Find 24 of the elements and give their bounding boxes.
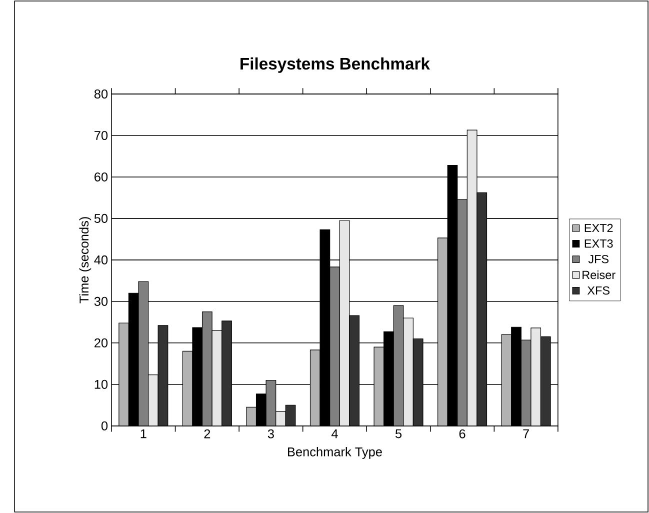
y-tick-label: 10 bbox=[94, 380, 108, 389]
y-tick-label: 80 bbox=[94, 89, 108, 98]
x-tick-label: 6 bbox=[459, 429, 466, 438]
y-tick-label: 0 bbox=[101, 421, 108, 430]
x-tick-label: 2 bbox=[204, 429, 210, 438]
legend-label: JFS bbox=[588, 254, 609, 264]
legend-label: XFS bbox=[587, 286, 610, 295]
x-tick-label: 4 bbox=[331, 429, 338, 438]
x-axis-title: Benchmark Type bbox=[288, 447, 382, 459]
y-tick-label: 50 bbox=[94, 214, 108, 223]
chart-title: Filesystems Benchmark bbox=[240, 57, 430, 73]
x-tick-label: 7 bbox=[523, 429, 529, 438]
y-tick-label: 40 bbox=[94, 255, 108, 264]
y-tick-label: 30 bbox=[94, 296, 108, 306]
legend-label: EXT2 bbox=[584, 224, 613, 232]
x-tick-label: 3 bbox=[268, 429, 274, 438]
y-tick-label: 20 bbox=[94, 338, 108, 348]
legend-label: EXT3 bbox=[584, 239, 613, 248]
x-tick-label: 1 bbox=[140, 429, 146, 438]
y-tick-label: 70 bbox=[94, 130, 108, 140]
y-axis-title: Time (seconds) bbox=[79, 217, 92, 304]
y-tick-label: 60 bbox=[94, 172, 108, 182]
x-tick-label: 5 bbox=[395, 429, 402, 438]
legend-label: Reiser bbox=[582, 270, 616, 280]
